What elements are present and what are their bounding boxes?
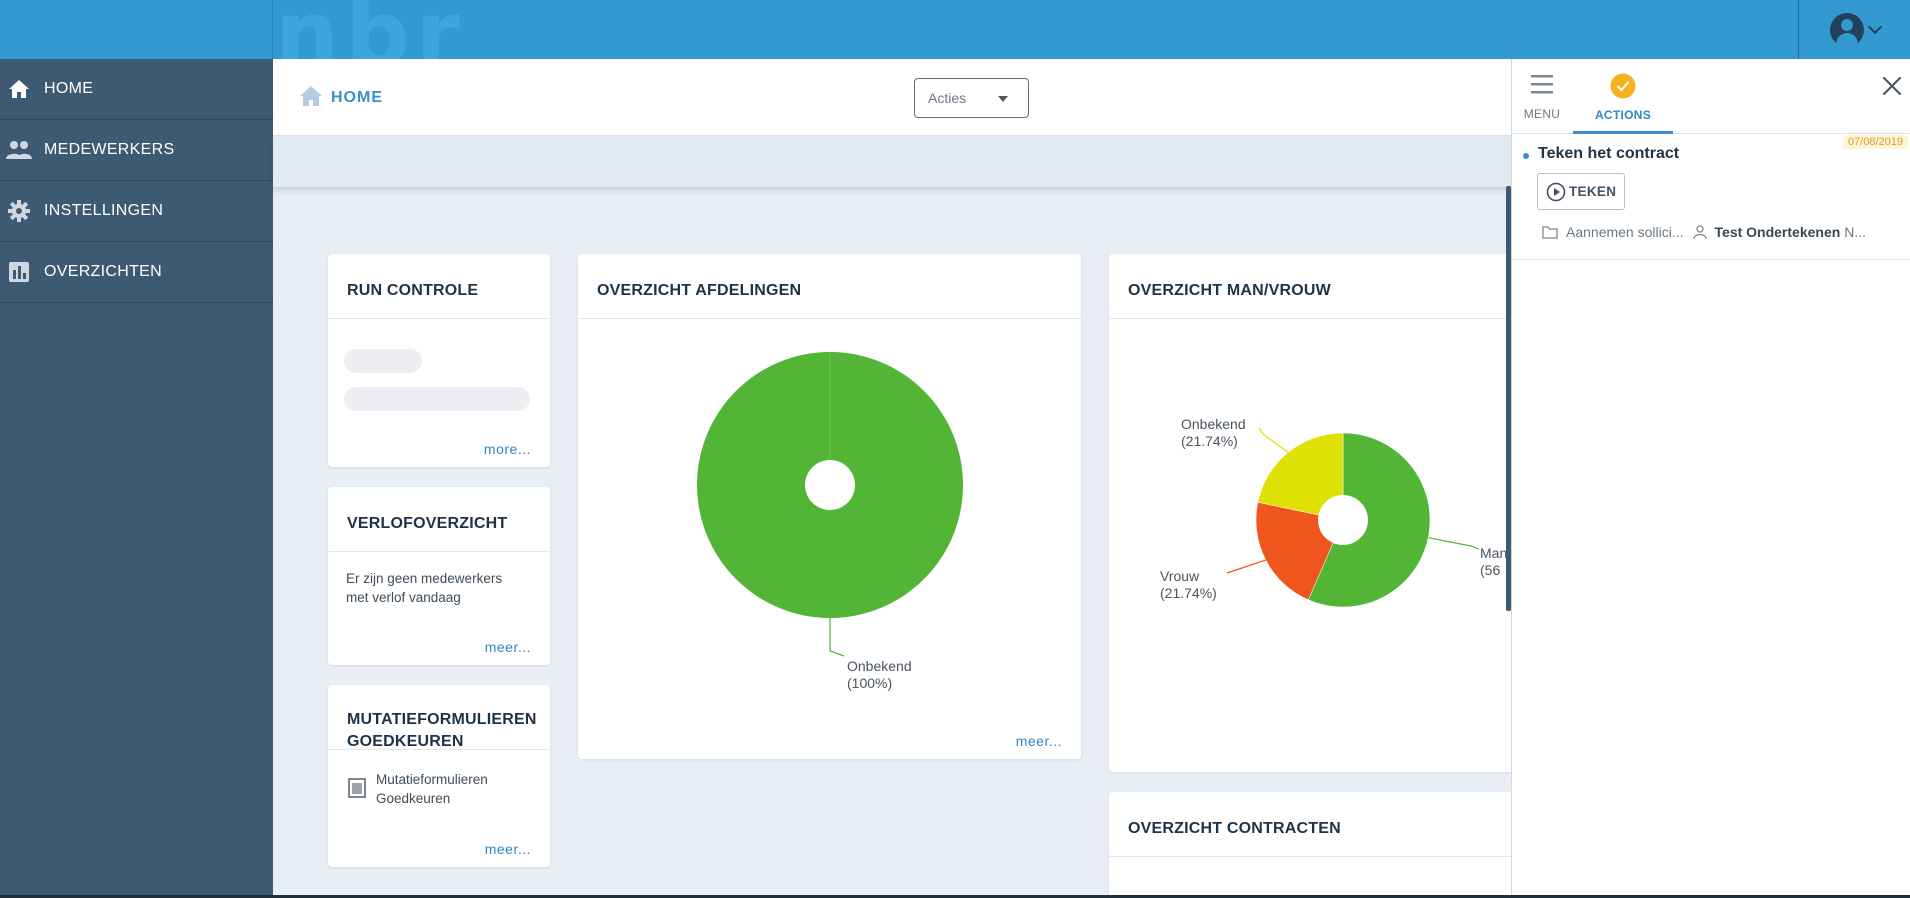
divider [328, 551, 550, 552]
chevron-down-icon[interactable] [1867, 19, 1882, 34]
pie-percent-label: (21.74%) [1181, 433, 1238, 449]
caret-down-icon [998, 96, 1008, 102]
contracten-card: OVERZICHT CONTRACTEN [1109, 792, 1511, 898]
main-header: HOME Acties [273, 59, 1511, 136]
home-icon [6, 76, 32, 102]
breadcrumb: HOME [299, 85, 383, 111]
actions-panel: MENU ACTIONS 07/08/2019 Teken het contra… [1511, 59, 1910, 898]
pie-leader-line [1428, 537, 1480, 550]
scrollbar-thumb[interactable] [1506, 186, 1511, 611]
actions-dropdown[interactable]: Acties [914, 78, 1029, 118]
actions-dropdown-value: Acties [928, 90, 967, 106]
card-title: VERLOFOVERZICHT [347, 515, 508, 532]
pie-label: Onbekend [1181, 416, 1246, 432]
pie-leader-line [829, 618, 845, 657]
divider [1109, 318, 1511, 319]
more-link[interactable]: meer... [484, 639, 531, 655]
divider [328, 318, 550, 319]
action-title[interactable]: Teken het contract [1538, 145, 1680, 162]
window-bottom-edge [0, 895, 1910, 898]
action-folder: Aannemen sollici... [1566, 224, 1684, 240]
document-icon [348, 778, 366, 802]
more-link[interactable]: meer... [484, 841, 531, 857]
loading-skeleton [344, 387, 530, 411]
tab-label: ACTIONS [1594, 108, 1652, 122]
action-date-badge: 07/08/2019 [1842, 135, 1908, 149]
tab-menu[interactable]: MENU [1512, 59, 1572, 134]
sidebar-item-home[interactable]: HOME [0, 59, 273, 120]
pie-label: Man [1480, 545, 1507, 561]
check-circle-icon [1610, 73, 1636, 103]
pie-percent-label: (100%) [847, 675, 892, 691]
pie-percent-label: (21.74%) [1160, 585, 1217, 601]
manvrouw-card: OVERZICHT MAN/VROUW Man (56 Vrouw (21.74%) O… [1109, 254, 1511, 772]
close-icon[interactable] [1879, 73, 1905, 99]
divider [578, 318, 1081, 319]
unread-dot [1523, 153, 1529, 159]
sidebar-item-instellingen[interactable]: INSTELLINGEN [0, 181, 273, 242]
sidebar-item-label: INSTELLINGEN [44, 202, 164, 219]
tab-actions[interactable]: ACTIONS [1573, 59, 1673, 134]
donut-hole [1318, 495, 1368, 545]
user-avatar-icon[interactable] [1829, 12, 1864, 47]
loading-skeleton [344, 349, 422, 373]
verlof-card: VERLOFOVERZICHT Er zijn geen medewerkers… [328, 487, 550, 665]
sidebar-item-label: HOME [44, 80, 94, 97]
teken-button[interactable]: TEKEN [1537, 173, 1625, 210]
logo-area [0, 0, 273, 59]
card-title: RUN CONTROLE [347, 282, 479, 299]
sidebar-item-label: OVERZICHTEN [44, 263, 162, 280]
action-person: Test Ondertekenen [1714, 224, 1841, 240]
sidebar-item-label: MEDEWERKERS [44, 141, 175, 158]
more-link[interactable]: more... [483, 441, 531, 457]
card-title: OVERZICHT AFDELINGEN [597, 282, 802, 299]
pie-percent-label: (56 [1480, 562, 1500, 578]
mutatie-card: MUTATIEFORMULIEREN GOEDKEUREN Mutatiefor… [328, 685, 550, 867]
people-icon [6, 137, 32, 163]
folder-icon [1542, 225, 1558, 239]
sidebar-item-medewerkers[interactable]: MEDEWERKERS [0, 120, 273, 181]
action-person-suffix: N... [1844, 224, 1867, 240]
more-link[interactable]: meer... [1015, 733, 1062, 749]
sidebar-item-overzichten[interactable]: OVERZICHTEN [0, 242, 273, 303]
teken-button-label: TEKEN [1569, 184, 1617, 199]
pie-slice-onbekend[interactable] [1257, 432, 1344, 521]
home-icon[interactable] [299, 85, 323, 111]
sub-header-bar [273, 136, 1511, 187]
play-circle-icon [1546, 182, 1566, 202]
sidebar: HOME MEDEWERKERS INSTELLINGEN OVERZICHTE… [0, 59, 273, 898]
verlof-empty-message: Er zijn geen medewerkers met verlof vand… [346, 571, 503, 605]
pie-label: Vrouw [1160, 568, 1200, 584]
mutatie-item[interactable]: Mutatieformulieren Goedkeuren [376, 772, 488, 806]
divider [328, 749, 550, 750]
pie-label: Onbekend [847, 658, 912, 674]
bar-chart-icon [6, 259, 32, 285]
top-bar: nbr [0, 0, 1910, 87]
pie-leader-line [1226, 559, 1266, 574]
afdelingen-pie-chart: Onbekend(100%) [697, 352, 963, 691]
panel-tabs: MENU ACTIONS [1512, 59, 1910, 134]
action-meta: Aannemen sollici... Test Ondertekenen N.… [1542, 224, 1866, 240]
run-controle-card: RUN CONTROLE more... [328, 254, 550, 467]
card-title: OVERZICHT CONTRACTEN [1128, 820, 1341, 837]
afdelingen-card: OVERZICHT AFDELINGEN Onbekend (100%) meer… [578, 254, 1081, 759]
hamburger-icon [1530, 73, 1554, 99]
tab-label: MENU [1523, 107, 1561, 121]
donut-hole [805, 460, 855, 510]
divider [1512, 259, 1910, 260]
divider [1109, 856, 1511, 857]
user-menu[interactable] [1798, 0, 1910, 59]
pie-leader-line [1258, 427, 1289, 453]
gear-icon [6, 198, 32, 224]
person-icon [1692, 224, 1708, 240]
card-title: MUTATIEFORMULIEREN GOEDKEUREN [347, 711, 537, 750]
card-title: OVERZICHT MAN/VROUW [1128, 282, 1331, 299]
page-title[interactable]: HOME [331, 89, 383, 106]
